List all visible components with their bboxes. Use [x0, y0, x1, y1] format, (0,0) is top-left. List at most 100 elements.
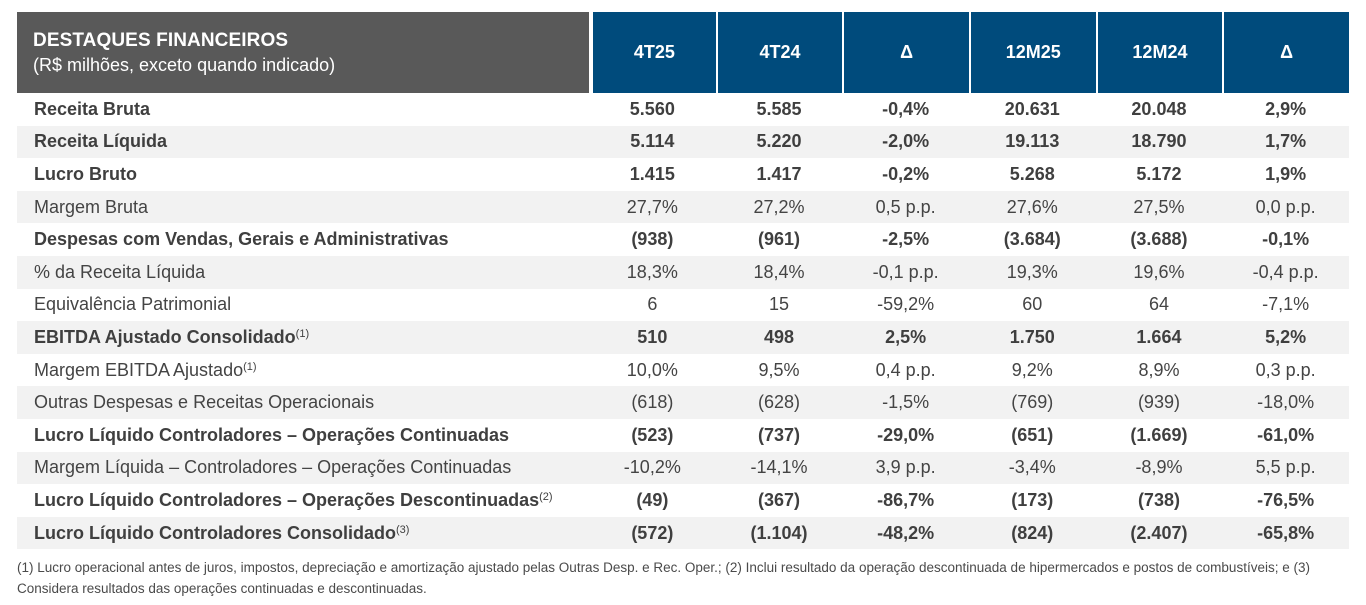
- table-row: Despesas com Vendas, Gerais e Administra…: [17, 223, 1349, 256]
- table-row: Lucro Líquido Controladores – Operações …: [17, 484, 1349, 517]
- row-label: Outras Despesas e Receitas Operacionais: [34, 392, 375, 413]
- value-cell-delta-year: -18,0%: [1222, 386, 1349, 419]
- value-cell-delta-year: 1,7%: [1222, 125, 1349, 159]
- value-cell-12m24: 5.172: [1095, 158, 1223, 191]
- row-label: Lucro Líquido Controladores – Operações …: [34, 489, 540, 510]
- value-cell-delta-quarter: -1,5%: [842, 386, 969, 419]
- row-label: Receita Líquida: [34, 131, 168, 152]
- value-cell-12m25: 5.268: [968, 158, 1096, 191]
- value-cell-4t25: 5.114: [589, 125, 716, 159]
- value-cell-delta-quarter: -59,2%: [842, 288, 969, 322]
- row-label-cell: Margem Líquida – Controladores – Operaçõ…: [17, 451, 589, 485]
- value-cell-4t24: 9,5%: [715, 353, 843, 387]
- row-label: Equivalência Patrimonial: [34, 294, 232, 315]
- value-cell-12m24: 19,6%: [1095, 255, 1223, 289]
- value-cell-4t25: -10,2%: [589, 451, 716, 485]
- table-row: Equivalência Patrimonial 6 15 -59,2% 60 64 -7,…: [17, 288, 1349, 322]
- table-header-row: DESTAQUES FINANCEIROS (R$ milhões, excet…: [17, 12, 1349, 93]
- table-row: Margem Líquida – Controladores – Operaçõ…: [17, 451, 1349, 485]
- value-cell-12m25: (173): [968, 484, 1096, 517]
- table-row: Lucro Bruto 1.415 1.417 -0,2% 5.268 5.172 1,9%: [17, 158, 1349, 191]
- table-body: Receita Bruta 5.560 5.585 -0,4% 20.631 20.048…: [17, 93, 1349, 550]
- value-cell-12m25: (3.684): [968, 223, 1096, 256]
- row-label: Lucro Líquido Controladores Consolidado: [34, 522, 396, 543]
- table-row: Lucro Líquido Controladores – Operações …: [17, 418, 1349, 452]
- value-cell-delta-quarter: 0,4 p.p.: [842, 353, 969, 387]
- value-cell-12m25: 20.631: [968, 93, 1096, 126]
- row-label-cell: Despesas com Vendas, Gerais e Administra…: [17, 223, 589, 256]
- value-cell-delta-year: -65,8%: [1222, 516, 1349, 550]
- footnote-reference: (1): [295, 327, 310, 340]
- value-cell-4t25: (618): [589, 386, 716, 419]
- value-cell-4t24: 18,4%: [715, 255, 843, 289]
- value-cell-4t24: 5.585: [715, 93, 843, 126]
- value-cell-delta-quarter: -29,0%: [842, 418, 969, 452]
- value-cell-delta-year: 0,0 p.p.: [1222, 190, 1349, 224]
- value-cell-4t25: (938): [589, 223, 716, 256]
- row-label-cell: Receita Bruta: [17, 93, 589, 126]
- footnote: (1) Lucro operacional antes de juros, im…: [17, 560, 1310, 596]
- column-header-delta-quarter: Δ: [842, 12, 969, 93]
- value-cell-4t25: 18,3%: [589, 255, 716, 289]
- value-cell-12m24: -8,9%: [1095, 451, 1223, 485]
- row-label: Lucro Bruto: [34, 163, 137, 184]
- column-header-12m24: 12M24: [1095, 12, 1223, 93]
- value-cell-delta-quarter: -0,1 p.p.: [842, 255, 969, 289]
- row-label: Margem Líquida – Controladores – Operaçõ…: [34, 457, 512, 478]
- column-header-4t24: 4T24: [715, 12, 843, 93]
- value-cell-4t25: (49): [589, 484, 716, 517]
- financial-highlights-table: DESTAQUES FINANCEIROS (R$ milhões, excet…: [17, 12, 1349, 550]
- value-cell-delta-quarter: -2,5%: [842, 223, 969, 256]
- footnote-reference: (1): [243, 360, 257, 373]
- value-cell-4t25: 1.415: [589, 158, 716, 191]
- value-cell-delta-quarter: 2,5%: [842, 321, 969, 354]
- value-cell-delta-year: 1,9%: [1222, 158, 1349, 191]
- value-cell-4t25: (572): [589, 516, 716, 550]
- value-cell-12m24: (738): [1095, 484, 1223, 517]
- value-cell-delta-year: 0,3 p.p.: [1222, 353, 1349, 387]
- value-cell-12m25: (769): [968, 386, 1096, 419]
- value-cell-12m25: -3,4%: [968, 451, 1096, 485]
- value-cell-delta-quarter: -86,7%: [842, 484, 969, 517]
- row-label-cell: Margem Bruta: [17, 190, 589, 224]
- row-label-cell: Lucro Líquido Controladores – Operações …: [17, 484, 589, 517]
- row-label: EBITDA Ajustado Consolidado: [34, 326, 296, 347]
- value-cell-12m25: 19,3%: [968, 255, 1096, 289]
- value-cell-4t24: (367): [715, 484, 843, 517]
- value-cell-delta-year: -0,1%: [1222, 223, 1349, 256]
- row-label-cell: Lucro Bruto: [17, 158, 589, 191]
- value-cell-delta-year: -7,1%: [1222, 288, 1349, 322]
- row-label-cell: Margem EBITDA Ajustado(1): [17, 353, 589, 387]
- value-cell-4t24: (737): [715, 418, 843, 452]
- value-cell-4t25: 510: [589, 321, 716, 354]
- table-subtitle: (R$ milhões, exceto quando indicado): [33, 54, 336, 75]
- row-label: % da Receita Líquida: [34, 261, 206, 282]
- table-row: Lucro Líquido Controladores Consolidado (…: [17, 516, 1349, 550]
- value-cell-delta-year: -0,4 p.p.: [1222, 255, 1349, 289]
- value-cell-4t24: 27,2%: [715, 190, 843, 224]
- value-cell-delta-year: 2,9%: [1222, 93, 1349, 126]
- value-cell-delta-year: -61,0%: [1222, 418, 1349, 452]
- value-cell-4t24: 5.220: [715, 125, 843, 159]
- column-header-delta-year: Δ: [1222, 12, 1349, 93]
- value-cell-4t25: 10,0%: [589, 353, 716, 387]
- row-label: Despesas com Vendas, Gerais e Administra…: [34, 229, 449, 250]
- value-cell-12m24: (2.407): [1095, 516, 1223, 550]
- row-label-cell: % da Receita Líquida: [17, 255, 589, 289]
- table-row: Margem EBITDA Ajustado(1) 10,0% 9,5% 0,4 p.…: [17, 353, 1349, 387]
- value-cell-4t25: (523): [589, 418, 716, 452]
- value-cell-12m24: (3.688): [1095, 223, 1223, 256]
- row-label-cell: Equivalência Patrimonial: [17, 288, 589, 322]
- footnote-reference: (2): [539, 490, 553, 503]
- value-cell-12m25: (824): [968, 516, 1096, 550]
- table-row: Outras Despesas e Receitas Operacionais (…: [17, 386, 1349, 419]
- value-cell-4t25: 6: [589, 288, 716, 322]
- value-cell-12m24: 20.048: [1095, 93, 1223, 126]
- value-cell-12m25: 60: [968, 288, 1096, 322]
- value-cell-delta-quarter: -0,4%: [842, 93, 969, 126]
- value-cell-12m24: 27,5%: [1095, 190, 1223, 224]
- row-label: Receita Bruta: [34, 98, 151, 119]
- value-cell-delta-quarter: -2,0%: [842, 125, 969, 159]
- value-cell-12m24: 8,9%: [1095, 353, 1223, 387]
- value-cell-12m24: 64: [1095, 288, 1223, 322]
